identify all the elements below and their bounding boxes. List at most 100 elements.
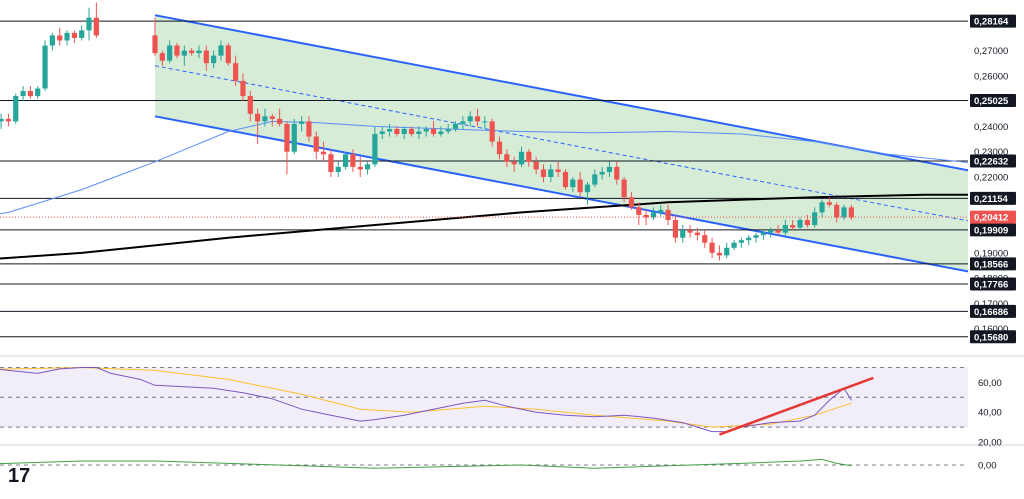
candle xyxy=(57,27,63,46)
level-label-text: 0,25025 xyxy=(974,96,1009,107)
level-label-box xyxy=(970,277,1016,291)
candle xyxy=(35,85,41,99)
candle-body xyxy=(255,113,261,122)
level-label-box xyxy=(970,304,1016,318)
candle xyxy=(760,230,766,241)
price-tick-label: 0,27000 xyxy=(974,46,1008,57)
level-label: 0,21154 xyxy=(970,191,1016,205)
candle-body xyxy=(423,128,429,132)
rsi-tick-label: 40,00 xyxy=(978,408,1002,419)
candle xyxy=(342,151,349,170)
candle-body xyxy=(709,242,715,253)
candle xyxy=(768,227,774,238)
level-label-text: 0,22632 xyxy=(974,157,1008,168)
candle xyxy=(218,40,224,61)
candle-body xyxy=(167,45,173,61)
candle-body xyxy=(738,240,744,243)
candle xyxy=(562,169,569,190)
candle xyxy=(364,161,371,175)
candle xyxy=(533,156,539,175)
candle-body xyxy=(768,230,774,233)
candle xyxy=(452,121,459,132)
channel-mid-line xyxy=(154,65,1024,233)
candle xyxy=(416,126,422,140)
candle xyxy=(0,113,4,129)
candle xyxy=(518,146,525,167)
candle xyxy=(71,30,77,43)
candle xyxy=(5,113,11,127)
candle-body xyxy=(753,235,759,238)
candle xyxy=(240,73,246,102)
candle xyxy=(320,141,327,162)
candle xyxy=(423,126,429,137)
candle xyxy=(694,227,701,241)
level-label: 0,17766 xyxy=(970,277,1016,291)
candle-body xyxy=(489,121,495,142)
candle xyxy=(474,108,481,127)
candle xyxy=(152,17,158,56)
candle-body xyxy=(196,50,202,54)
candle-body xyxy=(313,136,319,152)
channel-lower-line xyxy=(154,115,1024,284)
candle-body xyxy=(181,50,187,56)
candle-body xyxy=(299,121,305,124)
candle-body xyxy=(203,50,209,64)
candle xyxy=(49,32,55,51)
candle-body xyxy=(643,214,649,218)
candle-body xyxy=(533,161,539,170)
candle-body xyxy=(438,131,444,135)
candle-body xyxy=(518,151,525,165)
candle xyxy=(291,118,297,155)
candle-body xyxy=(680,230,686,238)
candle xyxy=(592,169,598,188)
price-axis-bg xyxy=(968,0,1024,499)
candle-body xyxy=(357,166,363,170)
candle xyxy=(724,242,730,258)
candle-body xyxy=(746,237,752,241)
ma-long-line xyxy=(0,193,1024,260)
candle xyxy=(812,207,818,228)
candle xyxy=(27,85,33,99)
channel-upper-line xyxy=(154,14,1024,183)
candle xyxy=(540,164,547,183)
candle-body xyxy=(152,35,158,54)
candle xyxy=(262,108,268,127)
candle xyxy=(167,40,173,64)
price-tick-label: 0,26000 xyxy=(974,71,1008,82)
candle-body xyxy=(482,121,488,123)
level-label-box xyxy=(970,330,1016,344)
candle-body xyxy=(584,184,591,193)
candle-body xyxy=(731,242,737,248)
candle xyxy=(269,113,275,127)
candle xyxy=(313,131,319,160)
candle-body xyxy=(247,96,253,114)
candle-body xyxy=(621,179,627,198)
candle-body xyxy=(0,118,4,122)
candle xyxy=(826,197,832,208)
momentum-pane: 0,00 xyxy=(0,458,997,472)
current-price-text: 0,20412 xyxy=(974,213,1008,224)
candle xyxy=(211,50,217,69)
level-label-box xyxy=(970,154,1016,168)
candle xyxy=(819,199,825,218)
candle-body xyxy=(71,32,77,38)
candle xyxy=(79,25,85,41)
candle xyxy=(467,111,473,127)
candle-body xyxy=(350,154,356,167)
candle xyxy=(233,55,239,86)
candle-body xyxy=(577,179,583,193)
candle-body xyxy=(834,204,840,218)
candle-body xyxy=(394,128,400,135)
candle-body xyxy=(467,116,473,122)
candle xyxy=(687,225,693,238)
logo-text: 17 xyxy=(8,465,30,487)
level-label-text: 0,28164 xyxy=(974,17,1009,28)
candle-body xyxy=(86,17,92,31)
candle-body xyxy=(592,174,598,185)
candle xyxy=(20,85,26,102)
candle-body xyxy=(233,63,239,81)
candle xyxy=(643,209,649,226)
price-tick-label: 0,17000 xyxy=(974,299,1008,310)
